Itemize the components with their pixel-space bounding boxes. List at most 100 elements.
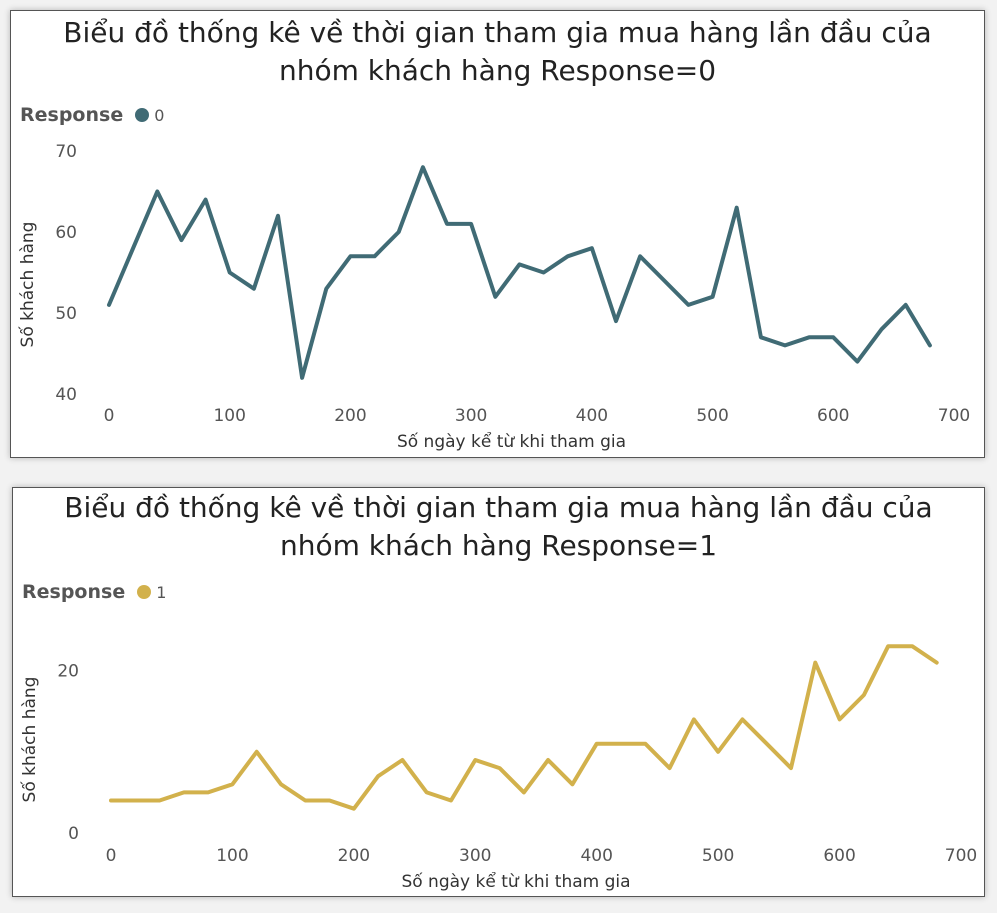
data-point[interactable] <box>350 805 358 813</box>
x-tick-label: 200 <box>338 846 370 866</box>
data-point[interactable] <box>540 269 548 277</box>
x-tick-label: 700 <box>938 406 970 426</box>
x-tick-label: 200 <box>334 406 366 426</box>
data-point[interactable] <box>520 788 528 796</box>
data-point[interactable] <box>298 374 306 382</box>
x-tick-label: 300 <box>455 406 487 426</box>
y-axis-label: Số khách hàng <box>17 222 38 348</box>
data-point[interactable] <box>326 797 334 805</box>
data-point[interactable] <box>617 740 625 748</box>
data-point[interactable] <box>202 196 210 204</box>
data-point[interactable] <box>763 740 771 748</box>
data-point[interactable] <box>105 301 113 309</box>
chart-title: Biểu đồ thống kê về thời gian tham gia m… <box>13 489 984 565</box>
chart-title: Biểu đồ thống kê về thời gian tham gia m… <box>11 14 984 90</box>
data-point[interactable] <box>322 285 330 293</box>
data-point[interactable] <box>471 756 479 764</box>
data-point[interactable] <box>447 797 455 805</box>
data-point[interactable] <box>250 285 258 293</box>
data-point[interactable] <box>811 659 819 667</box>
y-tick-label: 50 <box>55 304 77 324</box>
legend-marker-icon[interactable] <box>135 108 150 122</box>
data-point[interactable] <box>129 244 137 252</box>
data-point[interactable] <box>274 212 282 220</box>
data-point[interactable] <box>374 772 382 780</box>
data-point[interactable] <box>666 764 674 772</box>
y-tick-label: 70 <box>55 142 77 162</box>
series-line-1[interactable] <box>109 644 939 811</box>
plot-area: 0 100 200 300 400 500 600 700 0 20 Số ngày kể từ k… <box>19 642 977 892</box>
data-point[interactable] <box>933 659 941 667</box>
data-point[interactable] <box>568 780 576 788</box>
data-point[interactable] <box>131 797 139 805</box>
data-point[interactable] <box>860 691 868 699</box>
data-point[interactable] <box>371 252 379 260</box>
chart-title-line-2: nhóm khách hàng Response=1 <box>279 529 718 562</box>
data-point[interactable] <box>180 788 188 796</box>
data-point[interactable] <box>153 188 161 196</box>
data-point[interactable] <box>884 642 892 650</box>
data-point[interactable] <box>593 740 601 748</box>
data-point[interactable] <box>684 301 692 309</box>
series-line-0[interactable] <box>107 165 932 380</box>
data-point[interactable] <box>423 788 431 796</box>
data-point[interactable] <box>467 220 475 228</box>
legend-item-label[interactable]: 1 <box>156 582 167 602</box>
data-point[interactable] <box>253 748 261 756</box>
legend-item-label[interactable]: 0 <box>154 105 165 125</box>
data-point[interactable] <box>781 341 789 349</box>
data-point[interactable] <box>902 301 910 309</box>
y-tick-label: 0 <box>68 824 79 844</box>
data-point[interactable] <box>277 780 285 788</box>
legend: Response 0 <box>20 104 164 126</box>
data-point[interactable] <box>564 252 572 260</box>
legend-marker-icon[interactable] <box>137 585 152 599</box>
data-point[interactable] <box>228 780 236 788</box>
data-point[interactable] <box>588 244 596 252</box>
x-tick-label: 300 <box>459 846 491 866</box>
x-tick-label: 500 <box>702 846 734 866</box>
data-point[interactable] <box>853 358 861 366</box>
data-point[interactable] <box>829 333 837 341</box>
data-point[interactable] <box>395 228 403 236</box>
x-tick-label: 100 <box>213 406 245 426</box>
data-point[interactable] <box>757 333 765 341</box>
data-point[interactable] <box>836 715 844 723</box>
data-point[interactable] <box>491 293 499 301</box>
data-point[interactable] <box>301 797 309 805</box>
chart-title-line-2: nhóm khách hàng Response=0 <box>278 54 717 87</box>
data-point[interactable] <box>177 236 185 244</box>
data-point[interactable] <box>878 325 886 333</box>
data-point[interactable] <box>714 748 722 756</box>
data-point[interactable] <box>226 269 234 277</box>
data-point[interactable] <box>787 764 795 772</box>
data-point[interactable] <box>660 277 668 285</box>
data-point[interactable] <box>738 715 746 723</box>
data-point[interactable] <box>204 788 212 796</box>
data-point[interactable] <box>419 163 427 171</box>
x-tick-label: 0 <box>106 846 117 866</box>
data-point[interactable] <box>908 642 916 650</box>
data-point[interactable] <box>641 740 649 748</box>
data-point[interactable] <box>544 756 552 764</box>
chart-panel-response-1: Biểu đồ thống kê về thời gian tham gia m… <box>12 487 985 897</box>
data-point[interactable] <box>733 204 741 212</box>
data-point[interactable] <box>612 317 620 325</box>
data-point[interactable] <box>156 797 164 805</box>
data-point[interactable] <box>443 220 451 228</box>
chart-panel-response-0: Biểu đồ thống kê về thời gian tham gia m… <box>10 10 985 458</box>
data-point[interactable] <box>107 797 115 805</box>
x-tick-label: 600 <box>817 406 849 426</box>
y-axis-label: Số khách hàng <box>19 677 40 803</box>
data-point[interactable] <box>709 293 717 301</box>
data-point[interactable] <box>515 260 523 268</box>
data-point[interactable] <box>346 252 354 260</box>
x-tick-label: 100 <box>216 846 248 866</box>
data-point[interactable] <box>496 764 504 772</box>
data-point[interactable] <box>398 756 406 764</box>
data-point[interactable] <box>690 715 698 723</box>
data-point[interactable] <box>805 333 813 341</box>
data-point[interactable] <box>926 341 934 349</box>
data-point[interactable] <box>636 252 644 260</box>
plot-area: 0 100 200 300 400 500 600 700 40 50 60 70 Số ngày kể… <box>17 142 970 452</box>
